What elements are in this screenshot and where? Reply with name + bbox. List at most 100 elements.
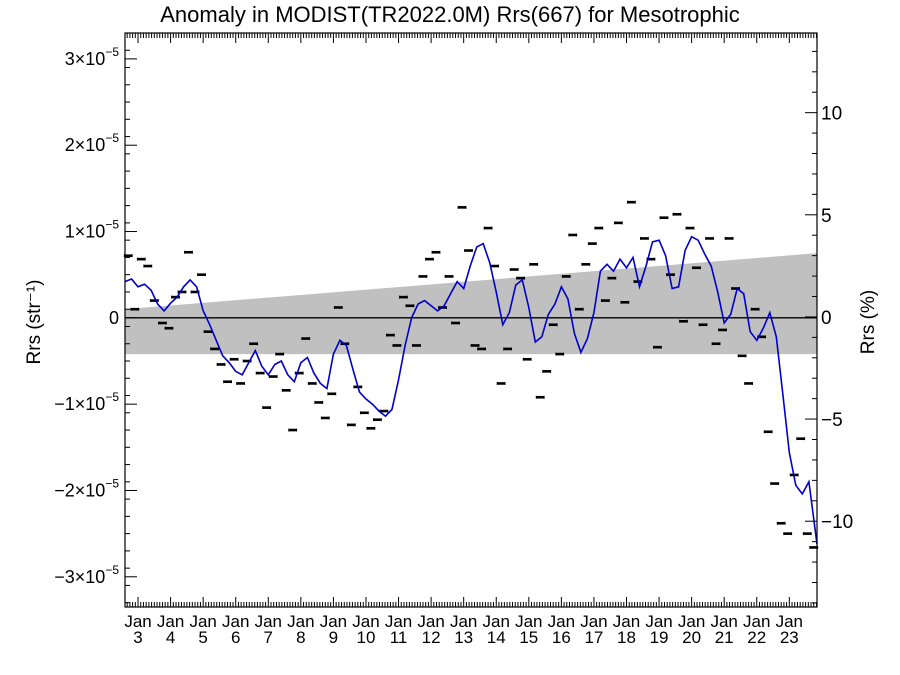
data-point xyxy=(672,212,682,216)
data-point xyxy=(255,371,265,375)
data-point xyxy=(203,330,213,334)
x-tick-label-year: 9 xyxy=(329,628,338,647)
x-tick-label-year: 18 xyxy=(617,628,636,647)
data-point xyxy=(216,362,226,366)
data-point xyxy=(581,262,591,266)
x-tick-label-year: 21 xyxy=(715,628,734,647)
data-point xyxy=(275,352,285,356)
data-point xyxy=(666,273,675,277)
data-point xyxy=(802,532,812,536)
data-point xyxy=(705,236,714,240)
data-point xyxy=(796,437,806,441)
data-point xyxy=(542,369,552,373)
x-tick-label-year: 23 xyxy=(780,628,799,647)
data-point xyxy=(444,274,454,278)
data-point xyxy=(620,300,630,304)
data-point xyxy=(600,299,610,303)
uncertainty-band xyxy=(125,253,817,355)
anomaly-line xyxy=(124,235,818,545)
x-tick-label-month: Jan xyxy=(483,612,510,631)
y-tick-label: −3×10−5 xyxy=(54,563,119,587)
data-point xyxy=(685,226,695,230)
data-point xyxy=(470,343,480,347)
data-point xyxy=(503,347,513,351)
x-tick-label-year: 19 xyxy=(650,628,669,647)
data-point xyxy=(509,268,519,272)
x-tick-label-year: 4 xyxy=(166,628,175,647)
data-point xyxy=(223,380,232,384)
x-tick-label-year: 10 xyxy=(357,628,376,647)
x-tick-label-month: Jan xyxy=(320,612,347,631)
data-point xyxy=(301,337,311,341)
data-point xyxy=(399,295,408,299)
data-point xyxy=(626,200,636,204)
data-point xyxy=(268,375,278,379)
data-point xyxy=(359,411,369,415)
data-point xyxy=(405,304,415,308)
data-point xyxy=(184,250,193,254)
data-point xyxy=(320,416,330,420)
x-tick-label-month: Jan xyxy=(417,612,444,631)
y-tick-label: 2×10−5 xyxy=(65,131,120,155)
data-point xyxy=(464,249,473,253)
data-point xyxy=(158,321,167,325)
x-tick-label-month: Jan xyxy=(580,612,607,631)
x-tick-label-month: Jan xyxy=(710,612,737,631)
data-point xyxy=(711,342,721,346)
x-tick-label-year: 6 xyxy=(231,628,240,647)
y-tick-label: 3×10−5 xyxy=(65,45,120,69)
data-point xyxy=(679,319,688,323)
data-point xyxy=(130,307,140,311)
data-point xyxy=(136,257,146,261)
data-point xyxy=(659,216,669,220)
y-right-tick-label: 10 xyxy=(821,104,842,125)
x-tick-label-month: Jan xyxy=(352,612,379,631)
x-tick-label-year: 3 xyxy=(133,628,142,647)
x-tick-label-month: Jan xyxy=(743,612,770,631)
data-point xyxy=(366,426,376,430)
data-point xyxy=(587,242,597,246)
x-tick-label-year: 16 xyxy=(552,628,571,647)
data-point xyxy=(770,482,780,486)
data-point xyxy=(698,323,708,327)
data-point xyxy=(425,257,434,261)
data-point xyxy=(561,274,571,278)
data-point xyxy=(718,328,727,332)
data-point xyxy=(692,266,701,270)
data-point xyxy=(640,236,649,240)
data-point xyxy=(490,264,500,268)
data-point xyxy=(744,381,754,385)
data-point xyxy=(307,381,317,385)
data-point xyxy=(496,381,506,385)
data-point xyxy=(210,347,219,351)
data-point xyxy=(535,395,545,399)
data-point xyxy=(483,226,493,230)
x-tick-label-year: 15 xyxy=(519,628,538,647)
data-point xyxy=(171,295,180,299)
chart-title: Anomaly in MODIST(TR2022.0M) Rrs(667) fo… xyxy=(160,2,740,27)
y-axis-label-left: Rrs (str⁻¹) xyxy=(24,280,45,365)
data-point xyxy=(333,305,343,309)
data-point xyxy=(653,345,662,349)
x-tick-label-year: 20 xyxy=(682,628,701,647)
y-tick-label: −2×10−5 xyxy=(54,476,119,500)
data-point xyxy=(197,273,206,277)
data-point xyxy=(149,299,159,303)
plot-frame xyxy=(124,32,818,608)
x-tick-label-year: 5 xyxy=(198,628,207,647)
data-point xyxy=(314,400,324,404)
y-tick-label: 0 xyxy=(109,308,119,328)
data-point xyxy=(522,357,532,361)
data-point xyxy=(281,388,291,392)
data-point xyxy=(177,290,187,294)
data-point xyxy=(737,354,747,358)
data-point xyxy=(529,262,539,266)
data-point xyxy=(143,264,153,268)
data-point xyxy=(613,221,623,225)
data-point xyxy=(236,381,246,385)
data-point xyxy=(288,428,298,432)
data-point xyxy=(516,276,526,280)
data-point xyxy=(477,347,486,351)
data-point xyxy=(568,233,578,237)
